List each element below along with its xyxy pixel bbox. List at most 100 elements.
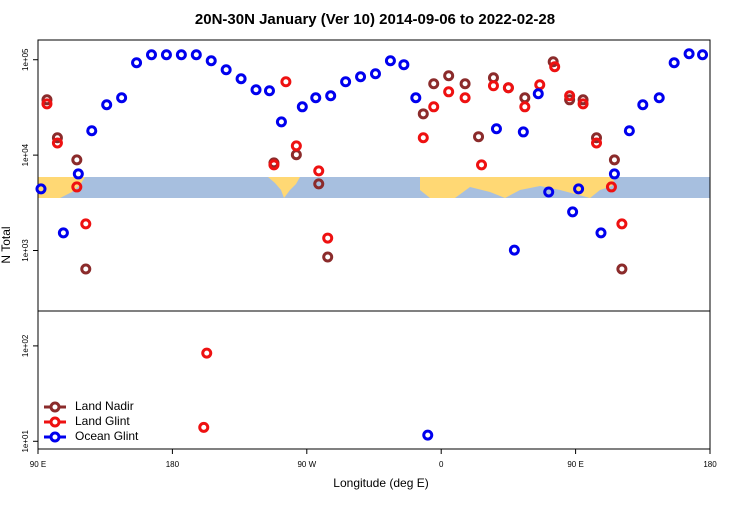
y-tick-label: 1e+03 bbox=[21, 239, 30, 262]
point bbox=[340, 76, 352, 88]
point bbox=[101, 99, 113, 111]
point bbox=[72, 168, 84, 180]
point bbox=[428, 101, 440, 113]
y-tick-label: 1e+05 bbox=[21, 48, 30, 71]
x-axis-label: Longitude (deg E) bbox=[333, 476, 428, 490]
legend-marker bbox=[49, 416, 61, 428]
point bbox=[547, 56, 559, 68]
point bbox=[502, 82, 514, 94]
point bbox=[567, 206, 579, 218]
point bbox=[160, 49, 172, 61]
x-tick-label: 90 W bbox=[297, 460, 316, 469]
point bbox=[51, 132, 63, 144]
point bbox=[459, 78, 471, 90]
point bbox=[80, 263, 92, 275]
point bbox=[198, 421, 210, 433]
point bbox=[443, 70, 455, 82]
point bbox=[41, 94, 53, 106]
point bbox=[490, 123, 502, 135]
point bbox=[322, 232, 334, 244]
legend-label: Land Glint bbox=[75, 414, 130, 428]
point bbox=[487, 80, 499, 92]
y-axis-label: N Total bbox=[0, 226, 13, 263]
y-tick-label: 1e+01 bbox=[21, 429, 30, 452]
point bbox=[543, 186, 555, 198]
chart-title: 20N-30N January (Ver 10) 2014-09-06 to 2… bbox=[195, 11, 555, 28]
point bbox=[80, 218, 92, 230]
point bbox=[577, 94, 589, 106]
point bbox=[591, 132, 603, 144]
point bbox=[476, 159, 488, 171]
point bbox=[417, 132, 429, 144]
point bbox=[310, 92, 322, 104]
point bbox=[275, 116, 287, 128]
point bbox=[384, 55, 396, 67]
point bbox=[57, 227, 69, 239]
world-map-strip bbox=[38, 177, 710, 198]
point bbox=[145, 49, 157, 61]
point bbox=[605, 181, 617, 193]
point bbox=[517, 126, 529, 138]
y-tick-label: 1e+04 bbox=[21, 143, 30, 166]
point bbox=[459, 92, 471, 104]
point bbox=[473, 131, 485, 143]
point bbox=[290, 149, 302, 161]
point bbox=[443, 86, 455, 98]
point bbox=[608, 154, 620, 166]
x-tick-label: 90 E bbox=[567, 460, 583, 469]
point bbox=[591, 137, 603, 149]
point bbox=[355, 71, 367, 83]
point bbox=[313, 165, 325, 177]
point bbox=[637, 99, 649, 111]
point bbox=[220, 64, 232, 76]
legend-label: Land Nadir bbox=[75, 399, 134, 413]
point bbox=[410, 92, 422, 104]
point bbox=[71, 181, 83, 193]
point bbox=[616, 218, 628, 230]
point bbox=[201, 347, 213, 359]
point bbox=[595, 227, 607, 239]
point bbox=[508, 244, 520, 256]
point bbox=[519, 101, 531, 113]
point bbox=[71, 154, 83, 166]
point bbox=[564, 94, 576, 106]
point bbox=[577, 98, 589, 110]
point bbox=[683, 48, 695, 60]
point bbox=[608, 168, 620, 180]
point bbox=[322, 251, 334, 263]
legend-marker bbox=[49, 401, 61, 413]
point bbox=[549, 61, 561, 73]
point bbox=[697, 49, 709, 61]
x-tick-label: 90 E bbox=[30, 460, 46, 469]
legend-marker bbox=[49, 431, 61, 443]
x-tick-label: 0 bbox=[439, 460, 444, 469]
point bbox=[296, 101, 308, 113]
map-land bbox=[268, 177, 300, 198]
point bbox=[398, 59, 410, 71]
point bbox=[616, 263, 628, 275]
point bbox=[417, 108, 429, 120]
point bbox=[235, 73, 247, 85]
map-land bbox=[420, 177, 615, 198]
point bbox=[86, 125, 98, 137]
point bbox=[422, 429, 434, 441]
point bbox=[573, 183, 585, 195]
point bbox=[41, 98, 53, 110]
point bbox=[325, 90, 337, 102]
point bbox=[51, 137, 63, 149]
point bbox=[175, 49, 187, 61]
point bbox=[190, 49, 202, 61]
point bbox=[534, 79, 546, 91]
point bbox=[519, 92, 531, 104]
x-tick-label: 180 bbox=[166, 460, 180, 469]
point bbox=[369, 68, 381, 80]
point bbox=[290, 140, 302, 152]
legend-label: Ocean Glint bbox=[75, 429, 139, 443]
point bbox=[668, 57, 680, 69]
point bbox=[623, 125, 635, 137]
point bbox=[268, 159, 280, 171]
point bbox=[313, 178, 325, 190]
map-land bbox=[38, 177, 85, 198]
point bbox=[250, 84, 262, 96]
